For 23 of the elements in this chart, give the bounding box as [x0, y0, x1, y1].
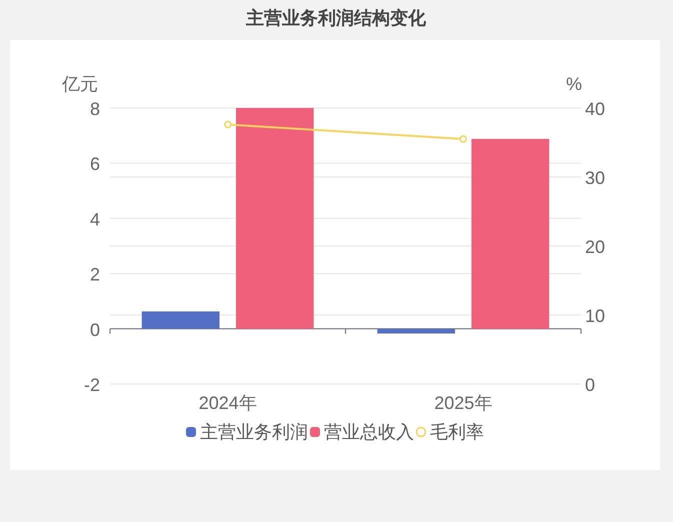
y-tick-label: 8	[90, 99, 100, 119]
y2-tick-label: 0	[585, 375, 596, 395]
x-tick-label: 2025年	[434, 393, 492, 413]
chart-title: 主营业务利润结构变化	[245, 8, 427, 28]
y-axis-title: 亿元	[61, 74, 98, 94]
bar	[471, 138, 550, 329]
y-tick-label: 6	[90, 154, 100, 174]
y-tick-label: 0	[90, 320, 100, 340]
y2-tick-label: 30	[585, 168, 606, 188]
y2-tick-label: 20	[585, 237, 606, 257]
bar	[377, 328, 456, 334]
bar	[142, 311, 220, 329]
y2-tick-label: 10	[585, 306, 606, 326]
legend-label: 营业总收入	[324, 422, 414, 442]
y-tick-label: 4	[90, 209, 100, 230]
legend-label: 主营业务利润	[200, 422, 308, 442]
y2-tick-label: 40	[585, 99, 606, 119]
y-tick-label: 2	[90, 264, 100, 285]
y-tick-label: -2	[84, 375, 100, 395]
x-tick-label: 2024年	[198, 393, 257, 413]
legend-label: 毛利率	[430, 422, 484, 442]
bar	[236, 108, 314, 329]
y2-axis-title: %	[566, 74, 582, 94]
